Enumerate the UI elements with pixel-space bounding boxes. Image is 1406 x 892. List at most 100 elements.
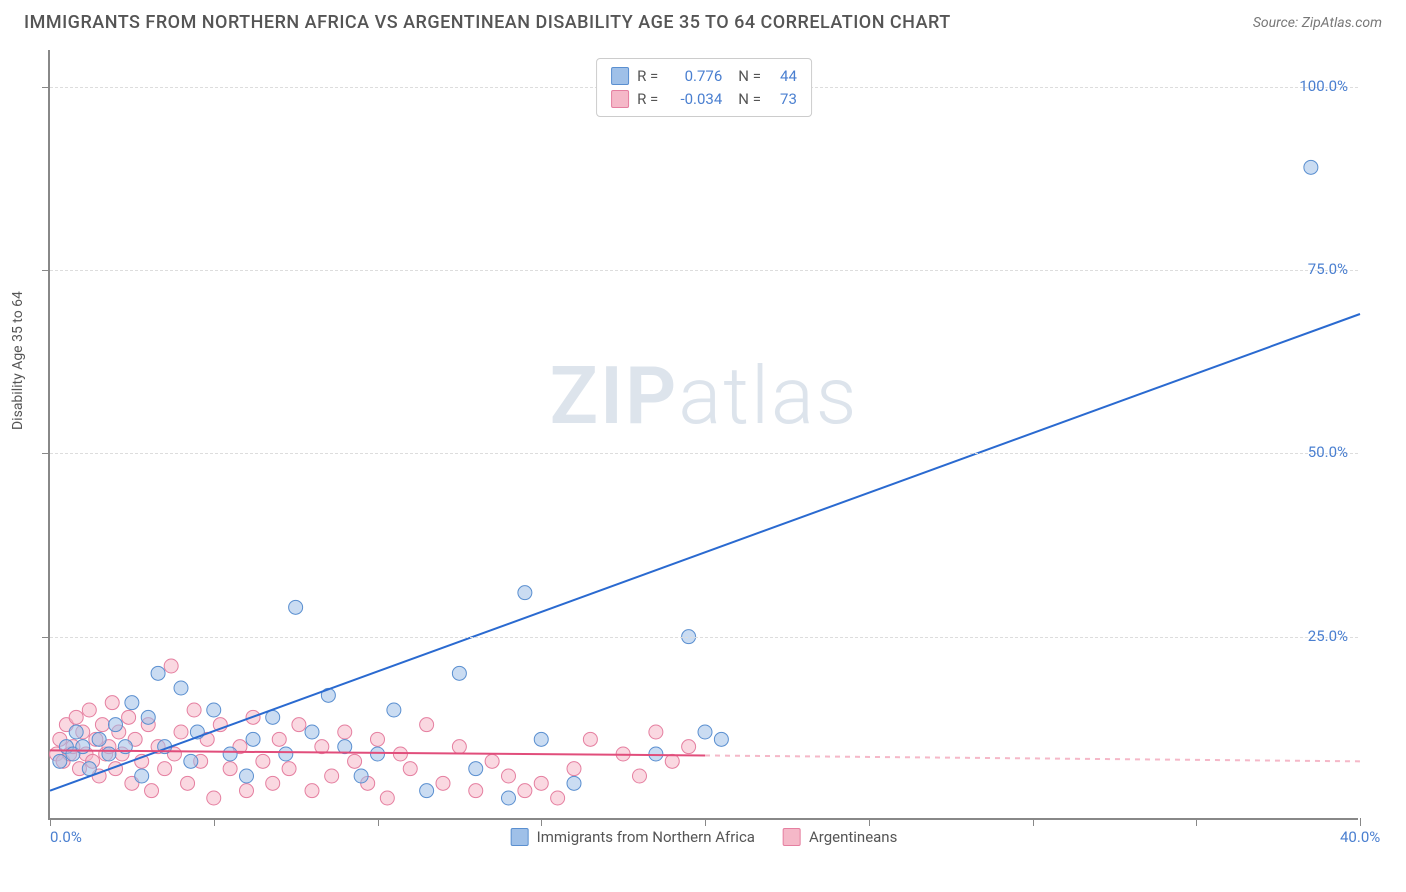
scatter-point [534, 732, 548, 746]
scatter-point [387, 703, 401, 717]
chart-title: IMMIGRANTS FROM NORTHERN AFRICA VS ARGEN… [24, 12, 951, 33]
scatter-point [420, 784, 434, 798]
scatter-point [122, 710, 136, 724]
scatter-point [95, 718, 109, 732]
scatter-point [371, 732, 385, 746]
scatter-point [633, 769, 647, 783]
scatter-point [354, 769, 368, 783]
scatter-point [534, 776, 548, 790]
scatter-point [109, 718, 123, 732]
legend-row-series-0: R = 0.776 N = 44 [611, 65, 797, 88]
scatter-point [184, 754, 198, 768]
scatter-point [485, 754, 499, 768]
scatter-point [682, 740, 696, 754]
scatter-point [164, 659, 178, 673]
x-tick [378, 818, 379, 826]
chart-plot-area: ZIPatlas R = 0.776 N = 44 R = -0.034 N =… [48, 50, 1358, 820]
swatch-bottom-series-1 [783, 828, 801, 846]
scatter-point [240, 769, 254, 783]
scatter-point [279, 747, 293, 761]
scatter-point [174, 681, 188, 695]
scatter-point [181, 776, 195, 790]
scatter-point [371, 747, 385, 761]
r-prefix-0: R = [637, 65, 658, 88]
scatter-point [698, 725, 712, 739]
scatter-point [551, 791, 565, 805]
legend-correlation-box: R = 0.776 N = 44 R = -0.034 N = 73 [596, 58, 812, 117]
r-value-1: -0.034 [666, 88, 722, 111]
scatter-point [502, 791, 516, 805]
scatter-point [141, 710, 155, 724]
scatter-point [289, 600, 303, 614]
x-tick [869, 818, 870, 826]
scatter-point [348, 754, 362, 768]
x-tick-label: 40.0% [1340, 828, 1380, 846]
x-tick [1196, 818, 1197, 826]
legend-item-series-0: Immigrants from Northern Africa [511, 828, 755, 846]
n-value-1: 73 [769, 88, 797, 111]
scatter-point [145, 784, 159, 798]
legend-row-series-1: R = -0.034 N = 73 [611, 88, 797, 111]
legend-label-series-0: Immigrants from Northern Africa [537, 828, 755, 846]
scatter-point [292, 718, 306, 732]
n-prefix-0: N = [738, 65, 761, 88]
y-tick-label: 25.0% [1308, 627, 1348, 645]
scatter-point [567, 762, 581, 776]
trend-line [50, 314, 1360, 791]
x-tick [50, 818, 51, 826]
scatter-point [82, 703, 96, 717]
scatter-point [158, 762, 172, 776]
n-prefix-1: N = [738, 88, 761, 111]
scatter-point [649, 747, 663, 761]
scatter-point [714, 732, 728, 746]
scatter-point [436, 776, 450, 790]
gridline [50, 453, 1358, 454]
y-tick-label: 75.0% [1308, 260, 1348, 278]
scatter-point [469, 784, 483, 798]
scatter-point [272, 732, 286, 746]
scatter-point [338, 725, 352, 739]
scatter-point [69, 725, 83, 739]
scatter-point [469, 762, 483, 776]
r-prefix-1: R = [637, 88, 658, 111]
y-tick-label: 100.0% [1299, 77, 1348, 95]
scatter-point [266, 776, 280, 790]
scatter-point [567, 776, 581, 790]
y-tick-label: 50.0% [1308, 443, 1348, 461]
scatter-point [665, 754, 679, 768]
scatter-point [502, 769, 516, 783]
y-tick [42, 87, 50, 88]
scatter-point [223, 747, 237, 761]
scatter-point [282, 762, 296, 776]
r-value-0: 0.776 [666, 65, 722, 88]
y-tick [42, 637, 50, 638]
n-value-0: 44 [769, 65, 797, 88]
scatter-point [102, 747, 116, 761]
scatter-point [53, 754, 67, 768]
swatch-series-1 [611, 90, 629, 108]
x-tick [214, 818, 215, 826]
scatter-point [583, 732, 597, 746]
scatter-point [135, 769, 149, 783]
x-tick [1360, 818, 1361, 826]
scatter-point [151, 666, 165, 680]
scatter-point [223, 762, 237, 776]
swatch-bottom-series-0 [511, 828, 529, 846]
scatter-point [452, 666, 466, 680]
legend-item-series-1: Argentineans [783, 828, 897, 846]
scatter-point [246, 732, 260, 746]
scatter-point [240, 784, 254, 798]
scatter-point [207, 791, 221, 805]
x-tick [705, 818, 706, 826]
y-tick [42, 270, 50, 271]
y-axis-label: Disability Age 35 to 64 [10, 291, 26, 430]
legend-series-labels: Immigrants from Northern Africa Argentin… [511, 828, 898, 846]
chart-source: Source: ZipAtlas.com [1253, 15, 1382, 31]
trend-line-extrapolated [705, 755, 1360, 761]
scatter-point [1304, 160, 1318, 174]
scatter-point [338, 740, 352, 754]
scatter-point [174, 725, 188, 739]
scatter-point [403, 762, 417, 776]
x-tick [541, 818, 542, 826]
scatter-point [125, 696, 139, 710]
